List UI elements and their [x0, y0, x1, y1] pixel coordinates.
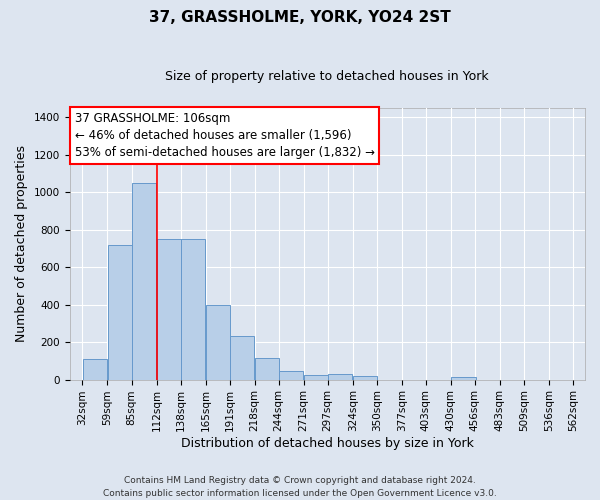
Bar [83, 359, 107, 380]
Text: 37, GRASSHOLME, YORK, YO24 2ST: 37, GRASSHOLME, YORK, YO24 2ST [149, 10, 451, 25]
Bar [328, 374, 352, 380]
Bar [206, 304, 230, 380]
Y-axis label: Number of detached properties: Number of detached properties [15, 145, 28, 342]
Text: Contains HM Land Registry data © Crown copyright and database right 2024.
Contai: Contains HM Land Registry data © Crown c… [103, 476, 497, 498]
X-axis label: Distribution of detached houses by size in York: Distribution of detached houses by size … [181, 437, 474, 450]
Bar [230, 336, 254, 380]
Bar [157, 239, 181, 380]
Bar [181, 239, 205, 380]
Text: 37 GRASSHOLME: 106sqm
← 46% of detached houses are smaller (1,596)
53% of semi-d: 37 GRASSHOLME: 106sqm ← 46% of detached … [74, 112, 374, 159]
Bar [132, 183, 156, 380]
Bar [255, 358, 280, 380]
Bar [451, 377, 476, 380]
Bar [304, 375, 328, 380]
Title: Size of property relative to detached houses in York: Size of property relative to detached ho… [166, 70, 489, 83]
Bar [279, 371, 304, 380]
Bar [108, 244, 132, 380]
Bar [353, 376, 377, 380]
